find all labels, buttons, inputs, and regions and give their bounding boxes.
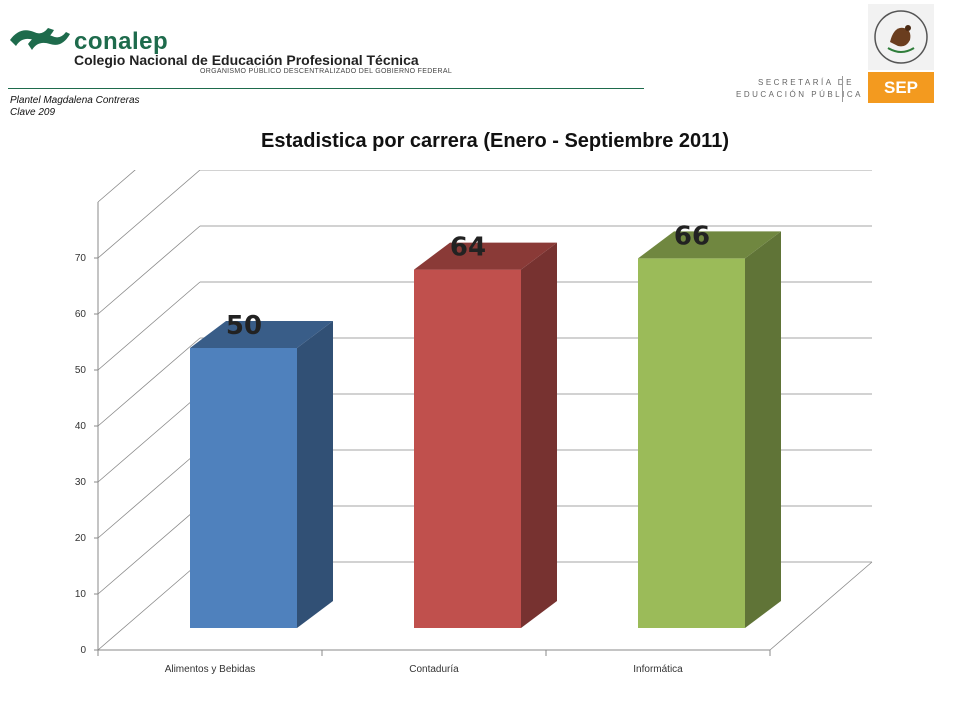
x-tick-label: Contaduría	[409, 664, 459, 675]
data-label: 64	[450, 233, 486, 263]
side-gridline	[97, 281, 201, 371]
mexico-seal-icon	[868, 4, 934, 70]
sep-badge: SEP	[868, 72, 934, 103]
bar-side	[521, 242, 557, 628]
header-divider	[8, 88, 644, 89]
logo-name: conalep	[74, 28, 169, 55]
bar	[638, 258, 745, 628]
side-gridline	[97, 393, 201, 483]
side-gridline	[97, 170, 136, 203]
y-tick-label: 40	[75, 421, 87, 432]
data-label: 66	[674, 221, 710, 251]
bar-chart: 0 10 20 30 40 50 60 70 Alimentos y Bebidas Contad…	[75, 170, 873, 675]
side-gridline	[97, 449, 201, 539]
x-tick-label: Alimentos y Bebidas	[165, 664, 256, 675]
y-tick-label: 30	[75, 477, 87, 488]
x-tick-label: Informática	[633, 664, 683, 675]
college-subtitle: ORGANISMO PÚBLICO DESCENTRALIZADO DEL GO…	[200, 68, 453, 75]
y-tick-label: 50	[75, 365, 87, 376]
college-name: Colegio Nacional de Educación Profesiona…	[74, 52, 419, 68]
conalep-mark-icon	[10, 28, 70, 50]
bar-top	[190, 321, 333, 348]
side-gridline	[97, 337, 201, 427]
y-tick-label: 20	[75, 533, 87, 544]
bar-side	[745, 231, 781, 628]
y-tick-label: 70	[75, 253, 87, 264]
plantel-name: Plantel Magdalena Contreras	[10, 95, 140, 106]
bar	[190, 348, 297, 628]
bar-top	[414, 242, 557, 270]
y-tick-label: 0	[80, 645, 86, 656]
plantel-clave: Clave 209	[10, 107, 56, 118]
sep-line2: EDUCACIÓN PÚBLICA	[736, 90, 863, 99]
data-label: 50	[226, 311, 262, 341]
chart-title: Estadistica por carrera (Enero - Septiem…	[261, 130, 729, 152]
y-tick-label: 60	[75, 309, 87, 320]
bar	[414, 269, 521, 628]
side-gridline	[97, 170, 201, 259]
sep-line1: SECRETARÍA DE	[758, 78, 854, 87]
side-gridline	[97, 225, 201, 315]
side-gridline	[97, 561, 201, 651]
floor-edge	[769, 561, 873, 651]
bar-top	[638, 231, 781, 259]
side-gridline	[97, 505, 201, 595]
bar-side	[297, 321, 333, 628]
y-tick-label: 10	[75, 589, 87, 600]
conalep-logo: conalep Colegio Nacional de Educación Pr…	[8, 18, 648, 90]
plantel-info: Plantel Magdalena Contreras Clave 209	[10, 95, 140, 119]
sep-logo: SECRETARÍA DE EDUCACIÓN PÚBLICA SEP	[730, 4, 940, 104]
sep-divider	[842, 76, 843, 102]
